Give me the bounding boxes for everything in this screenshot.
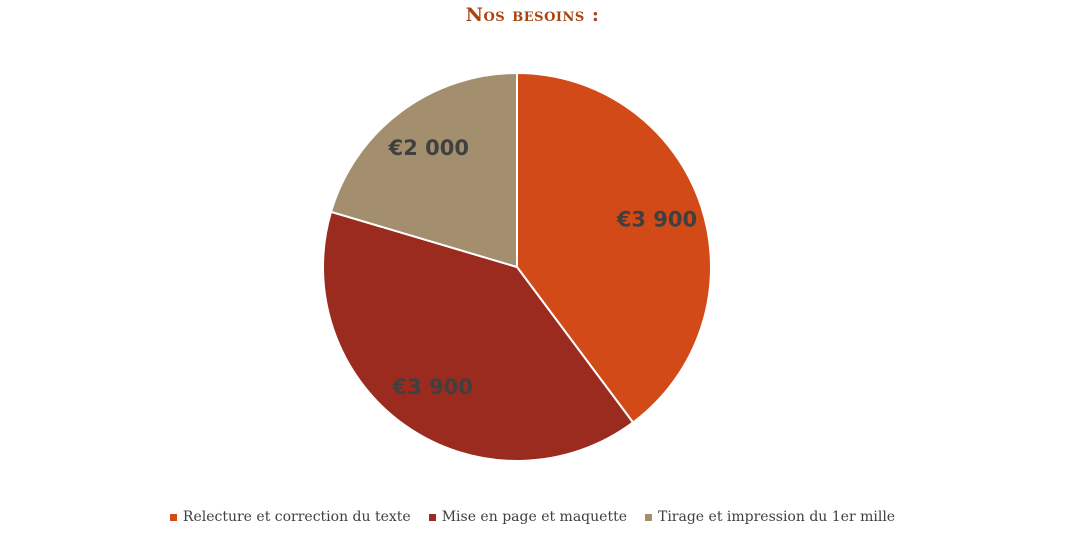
legend-label: Tirage et impression du 1er mille: [657, 509, 896, 525]
data-label-1: €3 900: [616, 208, 697, 232]
data-label-3: €2 000: [388, 136, 469, 160]
legend: Relecture et correction du texte Mise en …: [0, 509, 1065, 525]
chart-title: Nos besoins :: [465, 4, 600, 26]
pie-slice-1: [516, 71, 712, 424]
legend-label: Relecture et correction du texte: [182, 509, 411, 525]
legend-swatch: [428, 513, 436, 521]
legend-item-1: Relecture et correction du texte: [169, 509, 411, 525]
pie-slices: [322, 71, 712, 462]
pie-slice-2: [322, 210, 635, 462]
legend-label: Mise en page et maquette: [441, 509, 627, 525]
legend-item-3: Tirage et impression du 1er mille: [644, 509, 896, 525]
legend-swatch: [644, 513, 652, 521]
pie-data-labels: €3 900 €3 900 €2 000: [388, 136, 697, 399]
legend-swatch: [169, 513, 177, 521]
data-label-2: €3 900: [391, 375, 472, 399]
pie-slice-3: [329, 71, 518, 269]
legend-item-2: Mise en page et maquette: [428, 509, 627, 525]
